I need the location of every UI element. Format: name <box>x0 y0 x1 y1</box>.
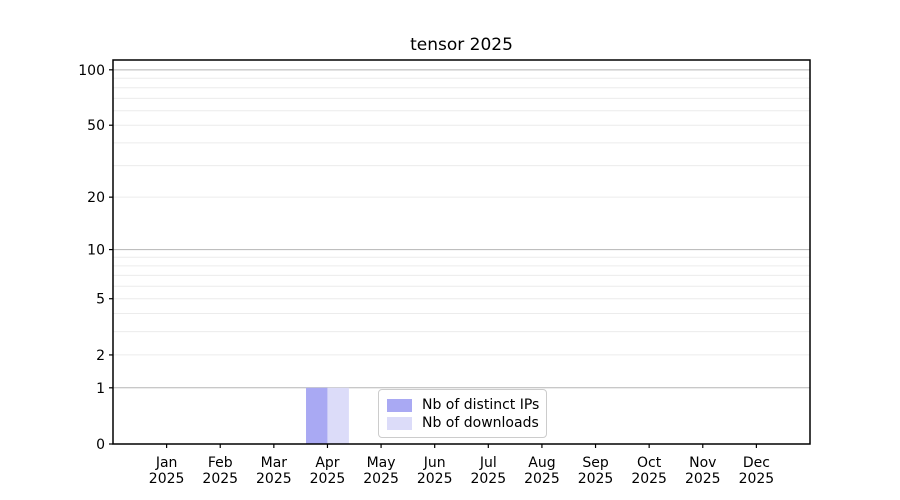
y-tick-label: 2 <box>96 348 105 364</box>
y-tick-label: 1 <box>96 381 105 397</box>
bar-distinct-ips <box>306 387 328 444</box>
x-tick-label-year: 2025 <box>417 471 453 487</box>
x-tick-label-month: Apr <box>315 455 339 471</box>
y-tick-label: 50 <box>87 118 105 134</box>
y-tick-label: 0 <box>96 437 105 453</box>
x-tick-label-year: 2025 <box>149 471 185 487</box>
x-tick-label-year: 2025 <box>739 471 775 487</box>
x-tick-label-year: 2025 <box>256 471 292 487</box>
y-tick-label: 20 <box>87 190 105 206</box>
y-tick-label: 5 <box>96 292 105 308</box>
legend-label-distinct-ips: Nb of distinct IPs <box>422 397 540 413</box>
x-tick-label-year: 2025 <box>524 471 560 487</box>
legend: Nb of distinct IPs Nb of downloads <box>378 389 547 438</box>
x-tick-label-month: Jun <box>423 455 446 471</box>
x-tick-label-year: 2025 <box>578 471 614 487</box>
x-tick-label-year: 2025 <box>685 471 721 487</box>
legend-swatch-distinct-ips-icon <box>387 398 412 412</box>
y-tick-label: 10 <box>87 243 105 259</box>
x-tick-label-month: Sep <box>582 455 609 471</box>
x-tick-label-year: 2025 <box>202 471 238 487</box>
x-tick-label-month: Aug <box>528 455 555 471</box>
x-tick-label-month: Nov <box>689 455 716 471</box>
x-tick-label-month: Jan <box>155 455 178 471</box>
chart-title: tensor 2025 <box>410 35 513 55</box>
legend-row-distinct-ips: Nb of distinct IPs <box>387 397 540 413</box>
legend-row-downloads: Nb of downloads <box>387 415 539 431</box>
x-tick-label-month: Oct <box>637 455 662 471</box>
plot-border <box>112 59 811 445</box>
legend-label-downloads: Nb of downloads <box>422 415 539 431</box>
x-tick-label-year: 2025 <box>631 471 667 487</box>
x-tick-label-year: 2025 <box>310 471 346 487</box>
x-tick-label-month: May <box>367 455 396 471</box>
legend-swatch-downloads-icon <box>387 416 412 430</box>
y-tick-label: 100 <box>78 63 105 79</box>
bar-downloads <box>327 387 349 444</box>
x-tick-label-month: Jul <box>479 455 497 471</box>
x-tick-label-year: 2025 <box>470 471 506 487</box>
x-tick-label-month: Mar <box>261 455 288 471</box>
x-tick-label-year: 2025 <box>363 471 399 487</box>
x-tick-label-month: Dec <box>743 455 770 471</box>
x-tick-label-month: Feb <box>208 455 233 471</box>
